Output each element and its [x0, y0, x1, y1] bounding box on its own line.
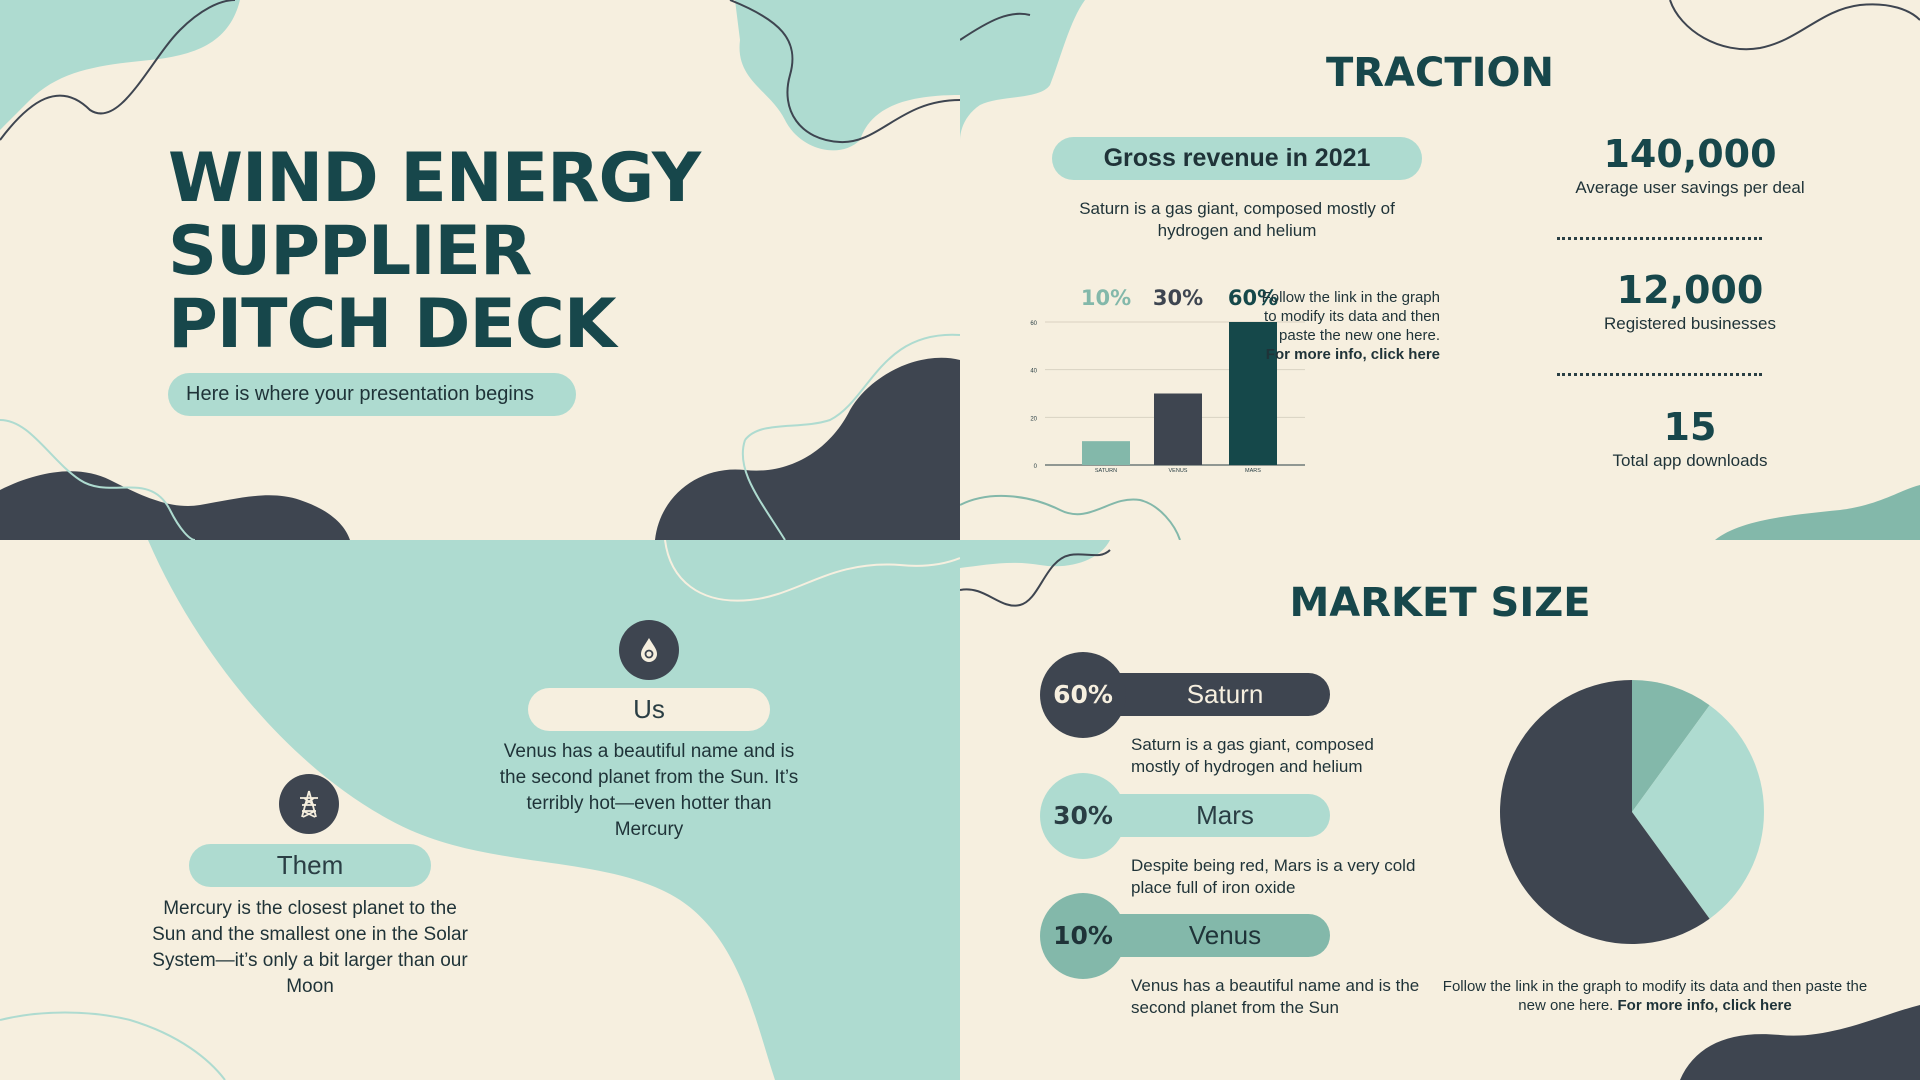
percent-badge: 60%	[1040, 652, 1126, 738]
us-label: Us	[528, 688, 770, 731]
slide-heading: TRACTION	[1325, 50, 1555, 96]
slide-title[interactable]: WIND ENERGY SUPPLIER PITCH DECK Here is …	[0, 0, 960, 540]
stat-label: Average user savings per deal	[1575, 178, 1805, 197]
pie-slice[interactable]	[1500, 680, 1710, 944]
market-name: Mars	[1090, 794, 1330, 837]
title-line: PITCH DECK	[168, 285, 617, 364]
decorative-blobs	[960, 540, 1920, 1080]
them-description: Mercury is the closest planet to the Sun…	[152, 898, 468, 997]
data-label: 30%	[1153, 286, 1203, 310]
decorative-blobs	[0, 0, 960, 540]
chart-note: Follow the link in the graph to modify i…	[1260, 288, 1440, 364]
market-description: Despite being red, Mars is a very cold p…	[1131, 856, 1416, 897]
stat-savings: 140,000 Average user savings per deal	[1500, 132, 1880, 200]
y-tick-label: 0	[1034, 464, 1038, 470]
bar[interactable]	[1154, 393, 1202, 466]
bar[interactable]	[1229, 322, 1277, 465]
pie-slice[interactable]	[1632, 680, 1710, 812]
title-line: SUPPLIER	[168, 212, 532, 291]
water-drop-icon	[619, 620, 679, 680]
pie-chart[interactable]	[960, 540, 1920, 1080]
stat-value: 12,000	[1616, 268, 1764, 312]
title-line: WIND ENERGY	[168, 139, 701, 218]
stat-downloads: 15 Total app downloads	[1500, 405, 1880, 473]
market-description: Saturn is a gas giant, composed mostly o…	[1131, 735, 1374, 776]
market-description: Venus has a beautiful name and is the se…	[1131, 976, 1420, 1017]
x-tick-label: SATURN	[1095, 468, 1117, 474]
them-label: Them	[189, 844, 431, 887]
subtitle-pill: Here is where your presentation begins	[168, 373, 576, 416]
pie-note: Follow the link in the graph to modify i…	[1440, 977, 1870, 1015]
y-tick-label: 40	[1030, 369, 1037, 375]
market-name: Saturn	[1090, 673, 1330, 716]
slide-market-size[interactable]: MARKET SIZE 60% Saturn Saturn is a gas g…	[960, 540, 1920, 1080]
divider-dotted	[1557, 373, 1762, 376]
data-label: 10%	[1081, 286, 1131, 310]
decorative-blobs	[0, 540, 960, 1080]
pie-note-link[interactable]: For more info, click here	[1617, 997, 1792, 1014]
market-name: Venus	[1090, 914, 1330, 957]
chart-note-link[interactable]: For more info, click here	[1265, 346, 1440, 363]
slide-traction[interactable]: TRACTION Gross revenue in 2021 Saturn is…	[960, 0, 1920, 540]
stat-label: Registered businesses	[1604, 314, 1776, 333]
percent-badge: 30%	[1040, 773, 1126, 859]
us-description: Venus has a beautiful name and is the se…	[499, 741, 799, 840]
y-tick-label: 60	[1030, 321, 1037, 327]
x-tick-label: VENUS	[1169, 468, 1188, 474]
power-tower-icon	[279, 774, 339, 834]
pie-slice[interactable]	[1632, 705, 1764, 919]
y-tick-label: 20	[1030, 416, 1037, 422]
stat-businesses: 12,000 Registered businesses	[1500, 268, 1880, 336]
decorative-blobs	[960, 0, 1920, 540]
x-tick-label: MARS	[1245, 468, 1261, 474]
slide-competition[interactable]: Us Venus has a beautiful name and is the…	[0, 540, 960, 1080]
divider-dotted	[1557, 237, 1762, 240]
revenue-pill: Gross revenue in 2021	[1052, 137, 1422, 180]
stat-value: 140,000	[1603, 132, 1777, 176]
chart-note-text: Follow the link in the graph to modify i…	[1261, 289, 1440, 344]
pie-note-text: Follow the link in the graph to modify i…	[1442, 978, 1868, 1014]
revenue-description: Saturn is a gas giant, composed mostly o…	[1079, 199, 1395, 240]
stat-label: Total app downloads	[1612, 451, 1768, 470]
bar[interactable]	[1082, 441, 1130, 465]
slide-heading: MARKET SIZE	[1289, 580, 1591, 626]
stat-value: 15	[1663, 405, 1717, 449]
data-label: 60%	[1228, 286, 1278, 310]
deck-title: WIND ENERGY SUPPLIER PITCH DECK	[168, 139, 701, 364]
bar-chart[interactable]: 0 20 40 60 10% SATURN 30% VENUS 60% MARS	[960, 0, 1920, 540]
percent-badge: 10%	[1040, 893, 1126, 979]
